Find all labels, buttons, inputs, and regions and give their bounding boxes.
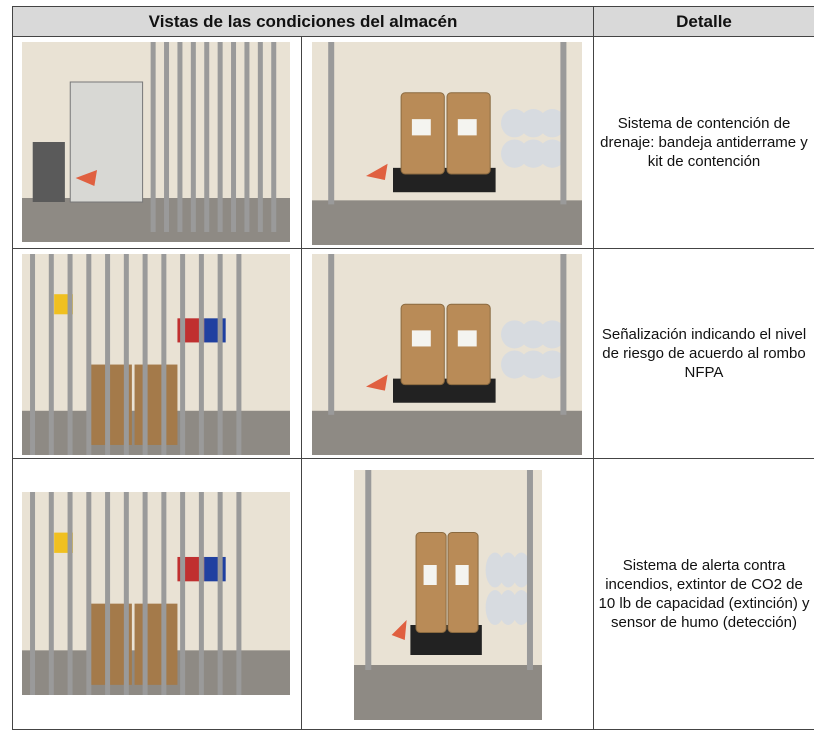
bar xyxy=(105,492,111,695)
bar xyxy=(236,254,242,455)
bag xyxy=(538,139,566,168)
bar xyxy=(48,492,54,695)
header-detail: Detalle xyxy=(593,6,814,37)
bar xyxy=(180,254,186,455)
bag xyxy=(498,552,518,588)
detail-text: Sistema de contención de drenaje: bandej… xyxy=(593,36,814,249)
box xyxy=(134,603,178,685)
bag xyxy=(538,350,566,379)
bag xyxy=(519,320,547,349)
bar xyxy=(198,254,204,455)
bar xyxy=(328,254,335,415)
floor xyxy=(312,410,582,455)
detail-text: Sistema de alerta contra incendios, exti… xyxy=(593,458,814,730)
bar xyxy=(217,492,223,695)
bar xyxy=(142,492,148,695)
bar xyxy=(161,492,167,695)
bar xyxy=(86,254,92,455)
floor xyxy=(22,198,290,242)
bag xyxy=(519,139,547,168)
bar xyxy=(67,492,73,695)
bar xyxy=(150,42,156,232)
bar xyxy=(164,42,170,232)
bar xyxy=(30,492,36,695)
arrow xyxy=(75,170,98,186)
bag xyxy=(501,108,528,138)
bar xyxy=(67,254,73,455)
bar xyxy=(123,254,129,455)
photo xyxy=(312,254,582,455)
bar xyxy=(204,42,210,232)
photo xyxy=(22,42,290,242)
bar xyxy=(560,254,567,415)
bag xyxy=(538,320,566,349)
floor xyxy=(312,200,582,245)
bar xyxy=(142,254,148,455)
bag xyxy=(511,552,531,588)
bag xyxy=(519,350,547,379)
bar xyxy=(365,470,372,670)
bar xyxy=(177,42,183,232)
bag xyxy=(501,350,528,379)
bar xyxy=(180,492,186,695)
bar xyxy=(236,492,242,695)
bag xyxy=(501,320,528,349)
bar xyxy=(123,492,129,695)
arrow xyxy=(391,620,407,640)
bar xyxy=(560,42,567,205)
bar xyxy=(161,254,167,455)
bar xyxy=(217,254,223,455)
bar xyxy=(105,254,111,455)
photo xyxy=(312,42,582,245)
photo xyxy=(22,492,290,695)
door xyxy=(69,81,144,203)
bar xyxy=(86,492,92,695)
bar xyxy=(30,254,36,455)
arrow xyxy=(366,163,388,181)
drum-label xyxy=(411,119,431,136)
bar xyxy=(257,42,263,232)
drum-label xyxy=(411,330,431,347)
bar xyxy=(328,42,335,205)
bar xyxy=(48,254,54,455)
bag xyxy=(511,590,531,625)
bar xyxy=(244,42,250,232)
drum-label xyxy=(455,565,469,585)
drum-label xyxy=(457,330,477,347)
bin xyxy=(32,142,65,202)
drum-label xyxy=(423,565,437,585)
bag xyxy=(485,552,505,588)
bag xyxy=(501,139,528,168)
bag xyxy=(485,590,505,625)
arrow xyxy=(366,374,388,391)
bar xyxy=(526,470,533,670)
photo xyxy=(22,254,290,455)
header-views: Vistas de las condiciones del almacén xyxy=(12,6,594,37)
detail-text: Señalización indicando el nivel de riesg… xyxy=(593,248,814,459)
drum-label xyxy=(457,119,477,136)
bag xyxy=(538,108,566,138)
bar xyxy=(231,42,237,232)
photo xyxy=(354,470,542,720)
bar xyxy=(271,42,277,232)
bar xyxy=(198,492,204,695)
bar xyxy=(190,42,196,232)
floor xyxy=(354,665,542,720)
bag xyxy=(519,108,547,138)
bag xyxy=(498,590,518,625)
box xyxy=(134,364,178,445)
bar xyxy=(217,42,223,232)
